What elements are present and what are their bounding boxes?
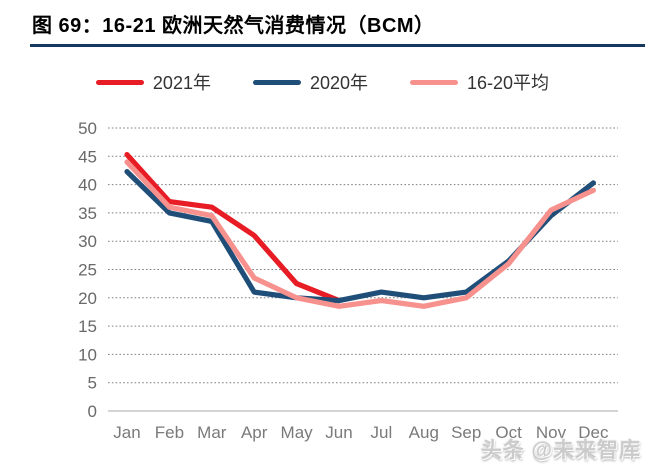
- x-tick-label: Apr: [241, 423, 268, 442]
- legend-label: 2020年: [309, 73, 369, 93]
- y-tick-label: 20: [78, 289, 97, 308]
- series-line-16-20平均: [124, 159, 596, 309]
- x-tick-label: Oct: [495, 423, 522, 442]
- x-tick-label: Jan: [113, 423, 140, 442]
- y-tick-label: 35: [78, 204, 97, 223]
- chart-legend: 2021年 2020年 16-20平均: [0, 68, 645, 96]
- x-tick-label: Feb: [155, 423, 184, 442]
- legend-item-1: 2020年: [252, 69, 369, 95]
- legend-line-swatch: [410, 79, 459, 85]
- y-tick-label: 25: [78, 261, 97, 280]
- series-line-2020年: [124, 169, 596, 304]
- y-tick-label: 10: [78, 345, 97, 364]
- x-tick-label: Nov: [536, 423, 567, 442]
- series-line-2021年: [124, 152, 342, 304]
- legend-line-swatch: [95, 79, 144, 85]
- y-tick-label: 5: [88, 374, 97, 393]
- y-tick-label: 45: [78, 147, 97, 166]
- legend-label: 2021年: [152, 73, 211, 93]
- legend-line-swatch: [252, 79, 301, 85]
- x-tick-label: May: [281, 423, 314, 442]
- x-tick-label: Jun: [325, 423, 352, 442]
- x-tick-label: Sep: [451, 423, 481, 442]
- x-tick-label: Dec: [578, 423, 609, 442]
- watermark: 头条 @未来智库: [480, 439, 641, 462]
- x-tick-label: Aug: [409, 423, 439, 442]
- y-tick-label: 15: [78, 317, 97, 336]
- legend-item-2: 16-20平均: [410, 69, 549, 95]
- figure-title: 图 69：16-21 欧洲天然气消费情况（BCM）: [32, 15, 435, 37]
- x-tick-label: Jul: [371, 423, 393, 442]
- y-tick-label: 30: [78, 232, 97, 251]
- y-tick-label: 0: [88, 402, 97, 421]
- legend-item-0: 2021年: [95, 69, 211, 95]
- title-underline: [30, 44, 645, 47]
- y-tick-label: 40: [78, 176, 97, 195]
- y-tick-label: 50: [78, 119, 97, 138]
- x-tick-label: Mar: [197, 423, 227, 442]
- legend-label: 16-20平均: [467, 73, 550, 93]
